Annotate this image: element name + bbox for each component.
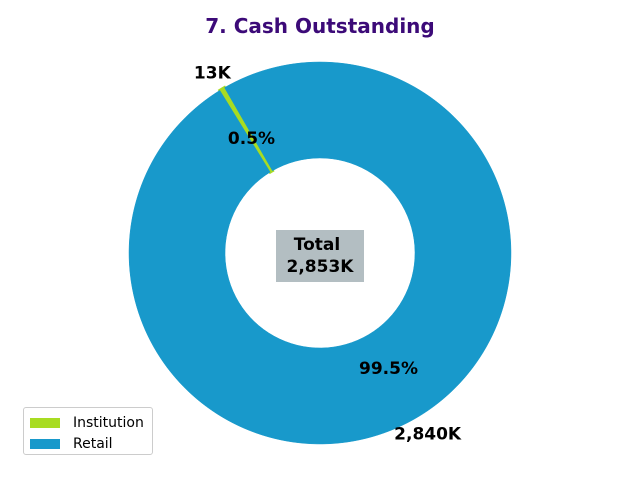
legend-swatch-institution bbox=[30, 417, 60, 428]
chart-legend: Institution Retail bbox=[23, 407, 153, 455]
legend-label-retail: Retail bbox=[73, 435, 113, 452]
percent-label-retail: 99.5% bbox=[359, 359, 418, 379]
legend-item-retail: Retail bbox=[30, 433, 146, 454]
center-total-box bbox=[276, 230, 364, 282]
percent-label-institution: 0.5% bbox=[228, 129, 275, 149]
donut-slices bbox=[128, 61, 512, 445]
slice-retail bbox=[128, 61, 512, 445]
value-label-retail: 2,840K bbox=[394, 424, 462, 444]
value-label-institution: 13K bbox=[194, 64, 232, 84]
legend-label-institution: Institution bbox=[73, 414, 144, 431]
center-total-label: Total bbox=[294, 235, 340, 255]
legend-item-institution: Institution bbox=[30, 412, 146, 433]
center-total-value: 2,853K bbox=[287, 257, 355, 277]
legend-swatch-retail bbox=[30, 438, 60, 449]
donut-labels: 0.5% 13K 99.5% 2,840K bbox=[194, 64, 462, 445]
chart-title: 7. Cash Outstanding bbox=[205, 14, 434, 38]
